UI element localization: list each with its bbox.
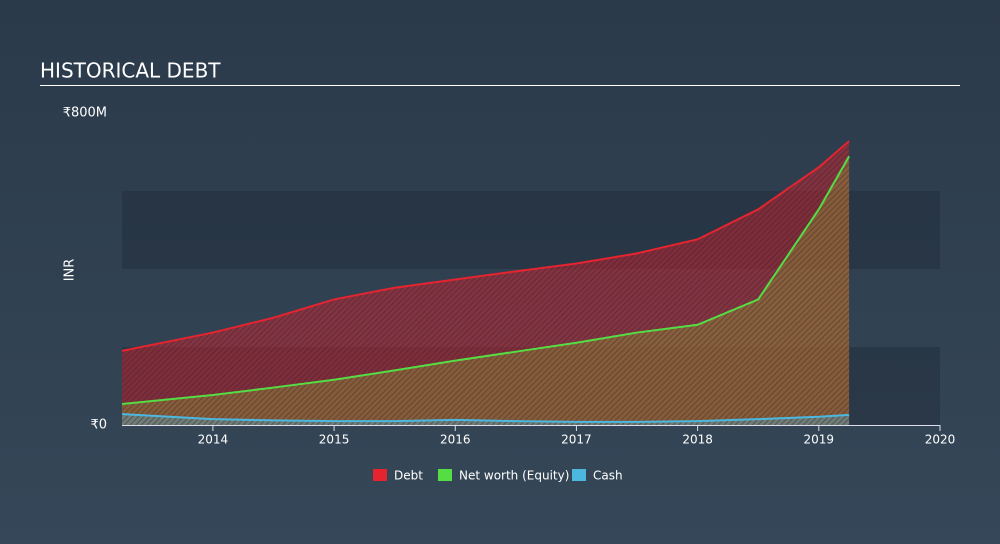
- x-tick-label: 2019: [804, 433, 835, 447]
- legend-swatch: [572, 469, 586, 481]
- x-tick-label: 2018: [682, 433, 713, 447]
- line: [121, 413, 850, 423]
- y-tick-label: ₹0: [90, 418, 107, 433]
- y-tick-label: ₹800M: [63, 106, 107, 121]
- legend-label: Net worth (Equity): [459, 469, 569, 483]
- legend-swatch: [438, 469, 452, 481]
- line: [121, 140, 850, 352]
- x-tick-label: 2016: [440, 433, 471, 447]
- y-axis-label: INR: [63, 259, 78, 282]
- x-tick-label: 2020: [925, 433, 956, 447]
- area-hatch: [122, 156, 850, 426]
- legend-label: Debt: [394, 469, 423, 483]
- x-tick-label: 2015: [319, 433, 350, 447]
- x-tick-label: 2017: [561, 433, 592, 447]
- legend-label: Cash: [593, 469, 623, 483]
- chart-title: HISTORICAL DEBT: [40, 59, 221, 83]
- x-tick-label: 2014: [198, 433, 229, 447]
- line: [121, 155, 850, 405]
- legend-swatch: [373, 469, 387, 481]
